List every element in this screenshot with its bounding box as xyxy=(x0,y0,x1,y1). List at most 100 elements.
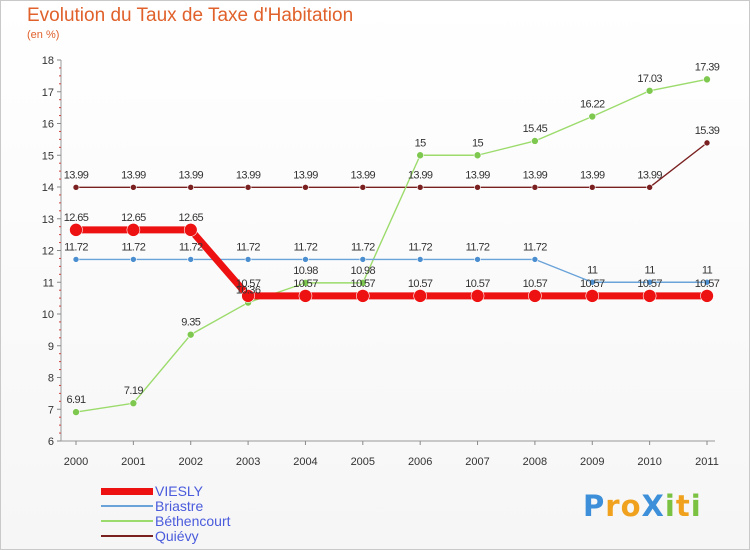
data-point-viesly xyxy=(356,289,370,303)
data-label-quievy: 13.99 xyxy=(523,169,548,181)
data-point-viesly xyxy=(585,289,600,303)
data-label-viesly: 10.57 xyxy=(695,278,720,290)
data-label-viesly: 10.57 xyxy=(580,278,605,290)
data-point-viesly xyxy=(183,223,198,237)
data-point-viesly xyxy=(298,289,313,303)
data-point-briastre xyxy=(72,256,80,263)
logo-letter: i xyxy=(664,489,676,523)
legend-label: Béthencourt xyxy=(155,513,231,529)
data-label-quievy: 13.99 xyxy=(293,169,318,181)
data-label-briastre: 11.72 xyxy=(408,241,432,253)
y-tick-label: 7 xyxy=(48,404,54,416)
data-label-briastre: 11.72 xyxy=(236,241,260,253)
data-point-quievy xyxy=(703,139,711,147)
data-label-briastre: 11.72 xyxy=(523,241,547,253)
series-line-quievy xyxy=(75,142,708,189)
data-label-viesly: 12.65 xyxy=(121,212,146,224)
data-point-quievy xyxy=(474,184,481,191)
y-tick-label: 18 xyxy=(42,55,54,67)
data-label-briastre: 11.72 xyxy=(122,241,146,253)
data-point-bethencourt xyxy=(416,151,424,160)
legend-swatch xyxy=(101,505,153,507)
data-point-quievy xyxy=(416,184,424,191)
y-tick-label: 13 xyxy=(42,214,54,226)
x-tick-label: 2005 xyxy=(351,456,375,468)
data-point-quievy xyxy=(72,184,80,191)
x-tick-label: 2001 xyxy=(121,456,145,468)
data-label-quievy: 13.99 xyxy=(351,169,376,181)
data-label-viesly: 10.57 xyxy=(408,278,433,290)
y-tick-label: 6 xyxy=(48,436,54,448)
y-tick-label: 12 xyxy=(42,246,54,258)
data-label-bethencourt: 10.36 xyxy=(236,285,261,297)
legend-label: VIESLY xyxy=(155,483,203,499)
data-point-briastre xyxy=(703,278,711,286)
y-tick-label: 15 xyxy=(42,150,54,162)
data-label-viesly: 10.57 xyxy=(523,278,548,290)
data-label-viesly: 12.65 xyxy=(178,212,203,224)
x-tick-label: 2011 xyxy=(695,456,719,468)
y-tick-label: 9 xyxy=(48,341,54,353)
data-point-briastre xyxy=(187,256,195,263)
data-label-viesly: 10.57 xyxy=(236,278,261,290)
data-point-bethencourt xyxy=(301,279,310,287)
y-tick-label: 14 xyxy=(42,182,54,194)
data-point-quievy xyxy=(244,184,252,191)
data-point-briastre xyxy=(244,256,252,263)
data-point-briastre xyxy=(359,256,367,263)
data-label-bethencourt: 16.22 xyxy=(580,99,605,111)
data-label-briastre: 11.72 xyxy=(179,241,203,253)
data-label-viesly: 10.57 xyxy=(293,278,318,290)
data-point-briastre xyxy=(646,278,653,286)
data-label-bethencourt: 15 xyxy=(415,137,427,149)
data-label-bethencourt: 10.98 xyxy=(351,265,376,277)
logo-letter: t xyxy=(675,489,691,523)
data-label-bethencourt: 6.91 xyxy=(66,394,85,406)
data-point-viesly xyxy=(700,289,714,303)
legend-item: Briastre xyxy=(101,498,341,514)
data-label-bethencourt: 7.19 xyxy=(124,385,143,397)
data-label-viesly: 10.57 xyxy=(351,278,376,290)
chart-subtitle: (en %) xyxy=(27,29,60,41)
data-label-quievy: 13.99 xyxy=(465,169,490,181)
data-point-quievy xyxy=(187,184,195,191)
data-point-viesly xyxy=(528,289,542,303)
data-point-viesly xyxy=(69,223,83,237)
data-point-bethencourt xyxy=(703,75,711,84)
data-point-briastre xyxy=(416,256,424,263)
data-label-briastre: 11 xyxy=(645,264,656,276)
data-label-quievy: 13.99 xyxy=(580,169,605,181)
data-point-bethencourt xyxy=(645,86,654,95)
x-tick-label: 2003 xyxy=(236,456,260,468)
chart-title: Evolution du Taux de Taxe d'Habitation xyxy=(27,5,354,26)
data-label-quievy: 13.99 xyxy=(236,169,261,181)
logo-letter: X xyxy=(641,489,665,523)
data-label-viesly: 10.57 xyxy=(465,278,490,290)
data-point-quievy xyxy=(531,184,539,191)
legend-label: Quiévy xyxy=(155,528,199,544)
data-label-quievy: 15.39 xyxy=(695,125,720,137)
data-label-quievy: 13.99 xyxy=(64,169,89,181)
data-label-viesly: 10.57 xyxy=(637,278,662,290)
y-tick-label: 10 xyxy=(42,309,54,321)
data-label-briastre: 11.72 xyxy=(64,241,88,253)
data-point-viesly xyxy=(642,289,657,303)
y-tick-label: 16 xyxy=(42,119,54,131)
data-label-briastre: 11 xyxy=(702,264,713,276)
data-point-briastre xyxy=(531,256,539,263)
x-tick-label: 2010 xyxy=(637,456,661,468)
data-point-quievy xyxy=(302,184,309,191)
data-point-briastre xyxy=(302,256,309,263)
x-tick-label: 2004 xyxy=(293,456,317,468)
legend-label: Briastre xyxy=(155,498,204,514)
data-point-viesly xyxy=(126,223,141,237)
x-tick-label: 2006 xyxy=(408,456,432,468)
legend-item: Béthencourt xyxy=(101,513,341,529)
data-point-briastre xyxy=(130,256,137,263)
data-point-bethencourt xyxy=(588,112,597,121)
series-line-briastre xyxy=(75,258,708,283)
legend-swatch xyxy=(101,535,153,537)
y-tick-label: 11 xyxy=(43,277,54,289)
